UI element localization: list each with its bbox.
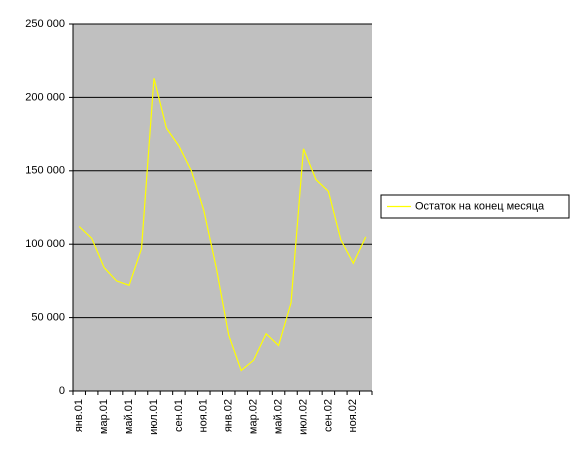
x-tick-label: ноя.02: [347, 399, 359, 432]
x-tick-label: янв.01: [73, 399, 85, 432]
y-tick-label: 250 000: [25, 18, 65, 30]
y-tick-label: 200 000: [25, 91, 65, 103]
x-tick-label: мар.02: [248, 399, 260, 434]
plot-area: [73, 24, 372, 391]
y-tick-label: 150 000: [25, 165, 65, 177]
x-tick-label: ноя.01: [198, 399, 210, 432]
x-tick-label: янв.02: [223, 399, 235, 432]
x-tick-label: сен.02: [322, 399, 334, 432]
x-tick-label: июл.02: [297, 399, 309, 435]
x-tick-label: сен.01: [173, 399, 185, 432]
x-tick-label: июл.01: [148, 399, 160, 435]
legend-label: Остаток на конец месяца: [415, 200, 545, 212]
legend-box: [380, 194, 570, 219]
data-line: [78, 78, 367, 372]
x-tick-label: май.01: [123, 399, 135, 434]
x-tick-label: мар.01: [98, 399, 110, 434]
y-tick-label: 100 000: [25, 238, 65, 250]
legend: Остаток на конец месяца: [380, 194, 570, 219]
y-tick-label: 50 000: [31, 312, 65, 324]
x-tick-label: май.02: [272, 399, 284, 434]
y-tick-label: 0: [59, 385, 65, 397]
